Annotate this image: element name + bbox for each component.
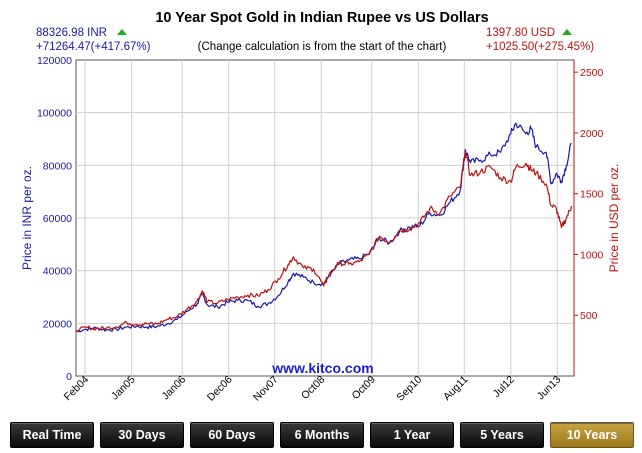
x-tick-label: Aug11 <box>441 374 471 404</box>
y-tick-right: 2500 <box>580 67 604 79</box>
x-tick-label: Dec06 <box>205 374 235 404</box>
range-button-real-time[interactable]: Real Time <box>10 422 94 448</box>
x-tick-label: Oct09 <box>350 374 378 402</box>
y-tick-right: 500 <box>580 310 598 322</box>
y-axis-right-label: Price in USD per oz. <box>607 164 621 273</box>
usd-up-arrow-icon <box>562 29 572 35</box>
x-tick-label: Jul12 <box>491 374 517 400</box>
y-tick-left: 20000 <box>43 318 72 330</box>
y-axis-left-label: Price in INR per oz. <box>20 166 34 270</box>
x-tick-label: Jan05 <box>109 374 138 403</box>
x-tick-label: Sep10 <box>394 374 424 404</box>
chart: 10 Year Spot Gold in Indian Rupee vs US … <box>20 10 621 404</box>
y-tick-left: 100000 <box>37 108 72 120</box>
usd-change-label: +1025.50(+275.45%) <box>486 41 594 53</box>
usd-price-label: 1397.80 USD <box>486 27 555 39</box>
chart-subtitle: (Change calculation is from the start of… <box>198 41 447 53</box>
series-line-usd <box>75 150 573 333</box>
range-button-5-years[interactable]: 5 Years <box>460 422 544 448</box>
x-tick-label: Jun13 <box>535 374 564 403</box>
x-tick-label: Jan06 <box>160 374 189 403</box>
range-button-60-days[interactable]: 60 Days <box>190 422 274 448</box>
x-tick-label: Nov07 <box>251 374 281 404</box>
y-tick-left: 80000 <box>43 160 72 172</box>
y-tick-left: 120000 <box>37 55 72 67</box>
y-tick-left: 40000 <box>43 266 72 278</box>
y-tick-right: 2000 <box>580 128 604 140</box>
y-tick-left: 60000 <box>43 213 72 225</box>
y-tick-right: 1000 <box>580 249 604 261</box>
range-button-30-days[interactable]: 30 Days <box>100 422 184 448</box>
chart-title: 10 Year Spot Gold in Indian Rupee vs US … <box>155 10 488 26</box>
inr-price-label: 88326.98 INR <box>36 27 107 39</box>
range-button-10-years[interactable]: 10 Years <box>550 422 634 448</box>
range-button-6-months[interactable]: 6 Months <box>280 422 364 448</box>
watermark: www.kitco.com <box>271 360 373 376</box>
x-tick-label: Oct08 <box>299 374 327 402</box>
y-tick-right: 1500 <box>580 189 604 201</box>
inr-up-arrow-icon <box>117 29 127 35</box>
range-button-1-year[interactable]: 1 Year <box>370 422 454 448</box>
series-line-inr <box>75 122 572 333</box>
y-tick-left: 0 <box>66 371 72 383</box>
range-button-bar: Real Time 30 Days 60 Days 6 Months 1 Yea… <box>0 418 642 453</box>
inr-change-label: +71264.47(+417.67%) <box>36 41 151 53</box>
